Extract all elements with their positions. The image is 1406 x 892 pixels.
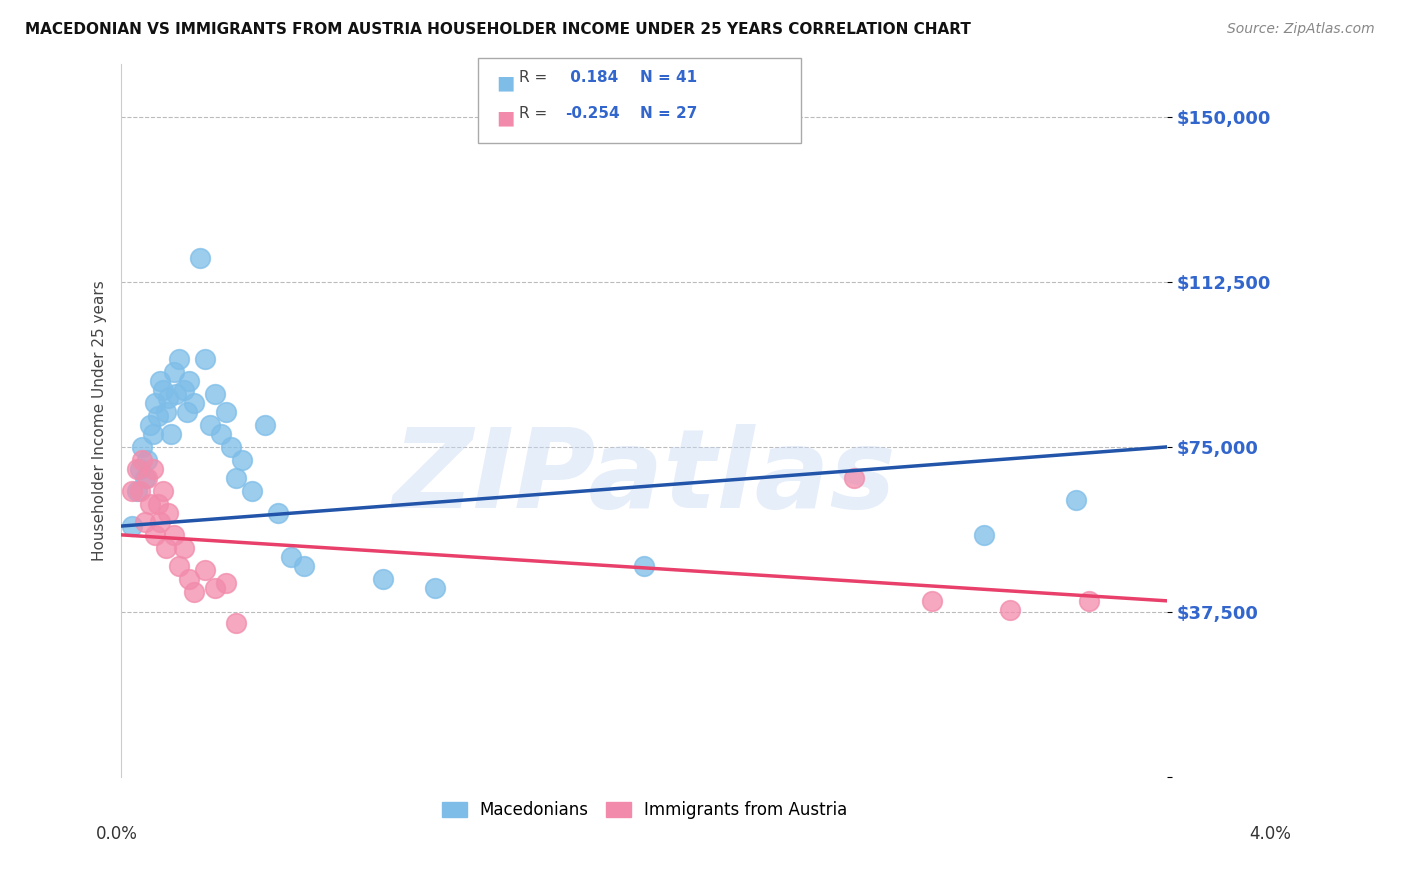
Point [254, 417, 277, 432]
Point [973, 528, 995, 542]
Point [143, 528, 166, 542]
Point [146, 409, 169, 423]
Point [179, 572, 201, 586]
Point [240, 483, 263, 498]
Point [162, 365, 184, 379]
Point [371, 572, 394, 586]
Point [231, 453, 253, 467]
Point [155, 541, 177, 555]
Text: ZIPatlas: ZIPatlas [392, 424, 896, 531]
Text: R =: R = [519, 70, 553, 86]
Point [139, 417, 162, 432]
Point [139, 497, 162, 511]
Text: 4.0%: 4.0% [1249, 825, 1291, 843]
Point [198, 417, 221, 432]
Point [267, 506, 290, 520]
Point [292, 558, 315, 573]
Point [194, 351, 217, 366]
Point [142, 462, 165, 476]
Point [136, 470, 159, 484]
Point [209, 426, 232, 441]
Point [146, 497, 169, 511]
Point [152, 483, 174, 498]
Text: Source: ZipAtlas.com: Source: ZipAtlas.com [1227, 22, 1375, 37]
Text: 0.0%: 0.0% [96, 825, 138, 843]
Point [225, 615, 247, 630]
Point [280, 549, 302, 564]
Text: MACEDONIAN VS IMMIGRANTS FROM AUSTRIA HOUSEHOLDER INCOME UNDER 25 YEARS CORRELAT: MACEDONIAN VS IMMIGRANTS FROM AUSTRIA HO… [25, 22, 972, 37]
Point [160, 426, 183, 441]
Point [149, 374, 172, 388]
Point [215, 576, 238, 591]
Text: -0.254: -0.254 [565, 106, 620, 121]
Point [173, 383, 195, 397]
Point [121, 483, 143, 498]
Point [423, 581, 446, 595]
Text: N = 41: N = 41 [640, 70, 697, 86]
Point [1064, 492, 1087, 507]
Point [157, 506, 180, 520]
Point [131, 453, 153, 467]
Point [134, 515, 156, 529]
Point [215, 405, 238, 419]
Point [142, 426, 165, 441]
Text: 0.184: 0.184 [565, 70, 619, 86]
Text: N = 27: N = 27 [640, 106, 697, 121]
Point [204, 581, 226, 595]
Text: ■: ■ [496, 109, 515, 128]
Point [219, 440, 242, 454]
Point [194, 563, 217, 577]
Point [1077, 594, 1099, 608]
Point [165, 387, 187, 401]
Point [128, 462, 150, 476]
Point [143, 396, 166, 410]
Point [842, 470, 865, 484]
Point [183, 396, 205, 410]
Point [152, 383, 174, 397]
Point [179, 374, 201, 388]
Point [167, 351, 190, 366]
Point [183, 585, 205, 599]
Point [157, 392, 180, 406]
Point [134, 470, 156, 484]
Point [1000, 602, 1022, 616]
Point [125, 483, 148, 498]
Point [121, 519, 143, 533]
Point [921, 594, 943, 608]
Point [173, 541, 195, 555]
Point [188, 251, 211, 265]
Point [136, 453, 159, 467]
Point [149, 515, 172, 529]
Y-axis label: Householder Income Under 25 years: Householder Income Under 25 years [93, 280, 107, 561]
Point [125, 462, 148, 476]
Point [131, 440, 153, 454]
Point [633, 558, 655, 573]
Point [162, 528, 184, 542]
Legend: Macedonians, Immigrants from Austria: Macedonians, Immigrants from Austria [434, 794, 853, 826]
Point [155, 405, 177, 419]
Text: R =: R = [519, 106, 553, 121]
Point [225, 470, 247, 484]
Point [167, 558, 190, 573]
Text: ■: ■ [496, 73, 515, 92]
Point [204, 387, 226, 401]
Point [128, 483, 150, 498]
Point [176, 405, 198, 419]
